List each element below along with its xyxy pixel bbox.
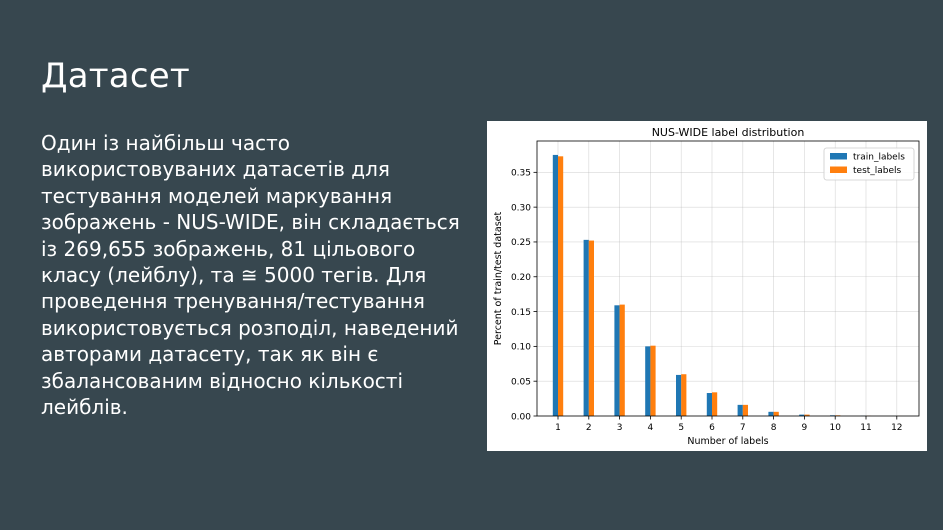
slide-body-text: Один із найбільш часто використовуваних … [41,131,460,420]
x-tick-label: 4 [648,423,654,433]
x-tick-label: 10 [829,423,841,433]
slide-title: Датасет [41,56,190,96]
x-axis: 1 2 3 4 5 6 7 8 9 10 11 12 [555,416,903,433]
y-tick-label: 0.00 [511,412,531,422]
y-tick-label: 0.30 [511,203,531,213]
bar-test_labels-8 [773,411,779,416]
x-tick-label: 8 [771,423,777,433]
x-tick-label: 9 [802,423,808,433]
y-tick-label: 0.35 [511,169,531,179]
chart-title: NUS-WIDE label distribution [652,126,805,139]
grid-lines [537,141,919,417]
bar-test_labels-4 [650,345,656,416]
legend-label-train_labels: train_labels [853,153,905,163]
bar-test_labels-3 [619,304,625,416]
plot-frame [536,140,920,417]
y-tick-label: 0.10 [511,343,531,353]
x-tick-label: 3 [617,423,623,433]
y-axis: 0.00 0.05 0.10 0.15 0.20 0.25 0.30 0.35 [511,169,537,422]
bar-train_labels-8 [768,411,774,416]
y-tick-label: 0.05 [511,377,531,387]
bars [552,154,902,416]
legend-swatch-train_labels [830,153,847,160]
y-tick-label: 0.25 [511,238,531,248]
y-axis-label: Percent of train/test dataset [493,212,504,346]
x-tick-label: 11 [860,423,871,433]
bar-test_labels-7 [742,404,748,416]
y-tick-label: 0.20 [511,273,531,283]
x-tick-label: 7 [740,423,746,433]
x-tick-label: 12 [891,423,902,433]
bar-train_labels-6 [706,393,712,416]
x-tick-label: 1 [555,423,561,433]
bar-test_labels-1 [558,156,564,416]
bar-test_labels-9 [804,414,810,416]
legend-label-test_labels: test_labels [853,166,902,176]
legend: train_labels test_labels [823,147,915,181]
bar-train_labels-9 [799,414,805,416]
bar-train_labels-2 [583,239,589,416]
bar-train_labels-3 [614,305,620,416]
x-tick-label: 5 [678,423,684,433]
bar-test_labels-5 [681,374,687,416]
x-tick-label: 6 [709,423,715,433]
bar-train_labels-5 [676,374,682,416]
bar-train_labels-4 [645,346,651,416]
y-tick-label: 0.15 [511,308,531,318]
bar-train_labels-1 [552,154,558,416]
bar-test_labels-2 [588,240,594,416]
bar-train_labels-7 [737,404,743,416]
x-axis-label: Number of labels [687,436,768,447]
legend-swatch-test_labels [830,166,847,173]
bar-test_labels-6 [712,392,718,416]
x-tick-label: 2 [586,423,592,433]
